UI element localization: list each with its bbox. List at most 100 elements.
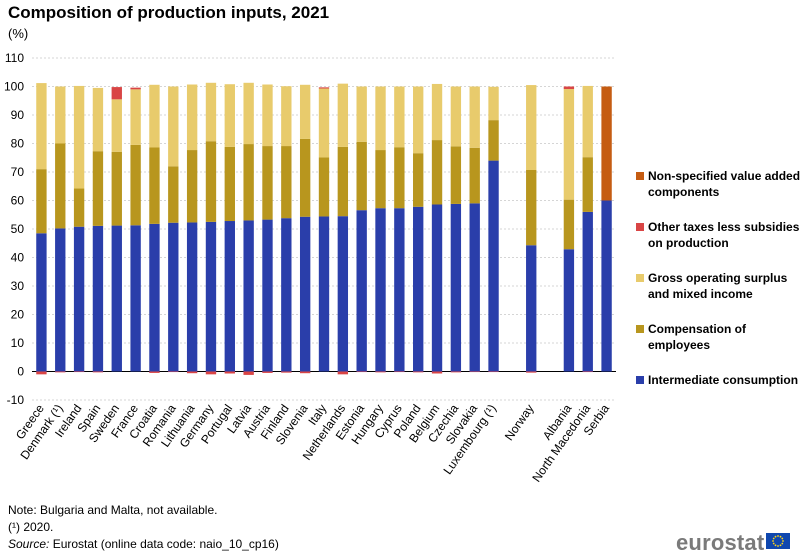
note-footnote: (¹) 2020. <box>8 520 54 534</box>
bar-segment <box>563 199 575 250</box>
legend-label: Non-specified value added components <box>648 169 800 199</box>
bar-segment <box>281 371 292 373</box>
y-tick-label: 60 <box>11 194 25 208</box>
bar-segment <box>563 249 575 372</box>
bar-segment <box>186 150 198 223</box>
bar-segment <box>601 86 612 201</box>
bar-segment <box>224 84 235 147</box>
y-tick-label: 20 <box>11 308 25 322</box>
legend-swatch <box>636 376 644 384</box>
bar-segment <box>92 87 104 152</box>
bar-segment <box>356 141 367 211</box>
legend-item-compensation[interactable]: Compensation of employees <box>636 321 800 353</box>
bar-segment <box>356 210 367 372</box>
y-axis: -10 0 10 20 30 40 50 60 70 80 90 100 110 <box>4 51 24 407</box>
bar-segment <box>582 85 593 158</box>
legend-label: Other taxes less subsidies on production <box>648 220 800 250</box>
bar-segment <box>394 208 405 372</box>
bar-segment <box>431 83 443 141</box>
bar-segment <box>243 82 254 145</box>
bar-segment <box>450 86 462 147</box>
bar-segment <box>299 371 311 374</box>
y-tick-label: 30 <box>11 279 25 293</box>
bar-segment <box>375 208 386 372</box>
bar-segment <box>299 84 311 139</box>
bar-segment <box>582 157 593 212</box>
bar-segment <box>205 221 217 372</box>
y-tick-label: 80 <box>11 137 25 151</box>
bar-segment <box>130 225 141 372</box>
bar-segment <box>262 146 273 220</box>
legend-item-nonspecified[interactable]: Non-specified value added components <box>636 168 800 200</box>
y-tick-label: 100 <box>4 80 24 94</box>
bar-segment <box>111 99 122 152</box>
bar-segment <box>224 221 235 372</box>
bar-segment <box>450 203 462 372</box>
bar-segment <box>413 206 424 372</box>
bar-segment <box>205 141 217 222</box>
bar-segment <box>92 225 104 372</box>
bar-segment <box>337 216 349 372</box>
bar-segment <box>92 151 104 226</box>
bar-segment <box>168 222 179 372</box>
legend-item-intermediate[interactable]: Intermediate consumption <box>636 372 800 388</box>
bar-segment <box>149 147 160 224</box>
bar-segment <box>318 157 330 217</box>
bar-segment <box>262 84 273 147</box>
bar-segment <box>224 371 235 374</box>
bar-segment <box>394 86 405 148</box>
bar-segment <box>469 147 480 204</box>
bar-segment <box>601 200 612 372</box>
bar-segment <box>281 218 292 372</box>
bar-segment <box>149 371 160 373</box>
y-tick-label: -10 <box>7 393 25 407</box>
bar-segment <box>243 371 254 375</box>
chart-notes: Note: Bulgaria and Malta, not available.… <box>8 502 279 553</box>
legend-item-gross-operating-surplus[interactable]: Gross operating surplus and mixed income <box>636 270 800 302</box>
chart-title: Composition of production inputs, 2021 <box>8 3 330 22</box>
bar-segment <box>73 85 85 189</box>
bar-segment <box>243 144 254 221</box>
bar-segment <box>450 371 462 373</box>
bar-segment <box>186 222 198 372</box>
bar-segment <box>526 245 537 372</box>
bar-segment <box>168 371 179 373</box>
bar-segment <box>431 140 443 205</box>
legend-swatch <box>636 172 644 180</box>
bar-segment <box>488 371 499 373</box>
y-tick-label: 0 <box>17 365 24 379</box>
bar-segment <box>356 371 367 373</box>
bar-segment <box>111 225 122 372</box>
bar-segment <box>318 87 330 89</box>
bar-segment <box>318 88 330 158</box>
bar-segment <box>205 371 217 375</box>
bar-segment <box>205 82 217 142</box>
bar-segment <box>337 146 349 217</box>
legend-label: Gross operating surplus and mixed income <box>648 271 788 301</box>
bar-segment <box>375 150 386 209</box>
y-tick-label: 90 <box>11 108 25 122</box>
bar-segment <box>488 160 499 372</box>
legend-swatch <box>636 325 644 333</box>
bar-segment <box>130 87 141 90</box>
y-tick-label: 50 <box>11 222 25 236</box>
legend-label: Intermediate consumption <box>648 373 799 387</box>
bar-segment <box>111 151 122 226</box>
bar-segment <box>55 371 66 373</box>
bar-segment <box>413 153 424 207</box>
bar-segment <box>526 170 537 246</box>
bar-segment <box>469 86 480 148</box>
y-tick-label: 10 <box>11 336 25 350</box>
legend-item-other-taxes[interactable]: Other taxes less subsidies on production <box>636 219 800 251</box>
bar-segment <box>130 89 141 145</box>
bar-segment <box>318 216 330 372</box>
note-missing: Note: Bulgaria and Malta, not available. <box>8 503 218 517</box>
bar-segment <box>356 86 367 142</box>
bar-segment <box>563 89 575 200</box>
bar-segment <box>36 233 47 372</box>
y-tick-label: 40 <box>11 251 25 265</box>
bar-segment <box>55 86 66 144</box>
bar-segment <box>337 83 349 147</box>
